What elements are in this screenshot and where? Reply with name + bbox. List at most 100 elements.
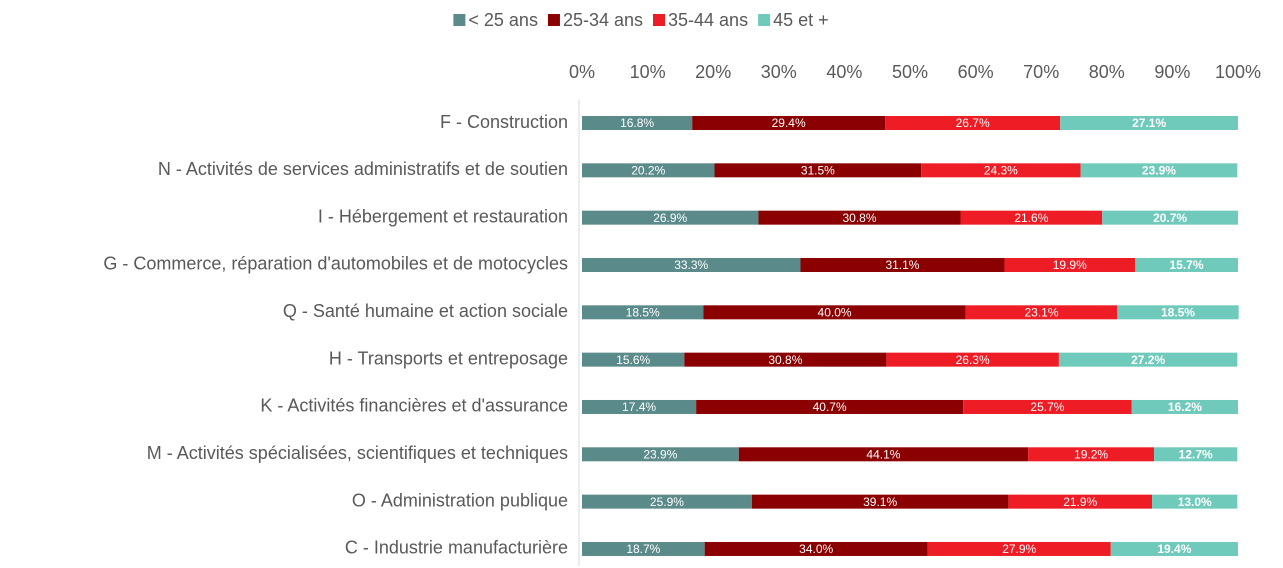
bar-segment <box>692 116 886 130</box>
data-label: 17.4% <box>622 400 656 414</box>
bar-segment <box>582 305 704 320</box>
bar-segment <box>684 352 887 367</box>
bar-segment <box>1080 163 1238 178</box>
data-label: 25.7% <box>1030 400 1064 414</box>
data-label: 25.9% <box>650 495 684 509</box>
data-label: 21.6% <box>1014 211 1048 225</box>
y-tick-label: M - Activités spécialisées, scientifique… <box>147 443 568 463</box>
x-tick-label: 100% <box>1215 62 1261 82</box>
data-label: 24.3% <box>984 164 1018 178</box>
legend-swatch <box>547 14 560 26</box>
legend-label: 45 et + <box>773 10 829 30</box>
legend-label: 35-44 ans <box>668 10 748 30</box>
bar-segment <box>582 494 752 509</box>
bar-segment <box>1154 447 1238 462</box>
legend: < 25 ans 25-34 ans 35-44 ans 45 et + <box>453 10 829 30</box>
bar-segment <box>1060 116 1238 130</box>
data-label: 23.9% <box>1142 164 1176 178</box>
bar-segment <box>960 210 1103 225</box>
bar-segment <box>1058 352 1238 367</box>
legend-swatch <box>758 14 771 26</box>
bar-segment <box>582 447 739 462</box>
x-tick-label: 10% <box>630 62 666 82</box>
x-tick-label: 40% <box>826 62 862 82</box>
data-label: 12.7% <box>1179 447 1213 461</box>
data-label: 20.7% <box>1153 211 1187 225</box>
x-tick-label: 90% <box>1154 62 1190 82</box>
x-tick-label: 30% <box>761 62 797 82</box>
bar-segment <box>1028 447 1155 462</box>
bar-segment <box>1131 399 1238 414</box>
data-label: 16.8% <box>620 116 654 130</box>
bar-segment <box>582 210 759 225</box>
data-label: 23.9% <box>643 447 677 461</box>
bar-segment <box>582 116 693 130</box>
bar-segment <box>758 210 961 225</box>
data-label: 26.3% <box>956 353 990 367</box>
data-label: 26.7% <box>956 116 990 130</box>
bar-segment <box>1135 257 1238 272</box>
bar-segment <box>751 494 1009 509</box>
x-tick-label: 80% <box>1089 62 1125 82</box>
data-label: 31.5% <box>801 164 835 178</box>
bar-segment <box>704 541 928 556</box>
data-label: 33.3% <box>674 258 708 272</box>
x-tick-label: 20% <box>695 62 731 82</box>
data-label: 18.7% <box>626 542 660 556</box>
bar-segment <box>1117 305 1239 320</box>
bar-segment <box>582 541 705 556</box>
bar-segment <box>582 163 715 178</box>
data-label: 15.6% <box>616 353 650 367</box>
bar-segment <box>738 447 1029 462</box>
bar-segment <box>927 541 1111 556</box>
bar-segment <box>1152 494 1238 509</box>
x-tick-label: 0% <box>569 62 595 82</box>
bar-segment <box>1004 257 1136 272</box>
bar-segment <box>963 399 1132 414</box>
bar-segment <box>582 352 685 367</box>
data-label: 18.5% <box>626 305 660 319</box>
bar-segment <box>965 305 1118 320</box>
legend-swatch <box>453 14 466 26</box>
data-label: 23.1% <box>1025 305 1059 319</box>
bar-segment <box>1110 541 1238 556</box>
data-label: 19.2% <box>1074 447 1108 461</box>
y-tick-label: I - Hébergement et restauration <box>318 206 568 226</box>
x-tick-label: 70% <box>1023 62 1059 82</box>
y-tick-label: C - Industrie manufacturière <box>345 538 568 558</box>
data-label: 20.2% <box>631 164 665 178</box>
data-label: 30.8% <box>768 353 802 367</box>
bar-segment <box>885 116 1061 130</box>
data-label: 30.8% <box>842 211 876 225</box>
data-label: 27.1% <box>1132 116 1166 130</box>
bar-segment <box>1102 210 1238 225</box>
bar-segment <box>921 163 1081 178</box>
y-tick-label: K - Activités financières et d'assurance <box>260 396 568 416</box>
legend-label: 25-34 ans <box>563 10 643 30</box>
data-label: 18.5% <box>1161 305 1195 319</box>
bar-segment <box>714 163 922 178</box>
y-tick-label: H - Transports et entreposage <box>329 348 568 368</box>
bar-segment <box>886 352 1059 367</box>
y-tick-label: O - Administration publique <box>352 490 568 510</box>
bar-segment <box>800 257 1005 272</box>
bar-segment <box>696 399 964 414</box>
x-tick-label: 60% <box>958 62 994 82</box>
data-label: 19.9% <box>1053 258 1087 272</box>
y-tick-label: F - Construction <box>440 112 568 132</box>
data-label: 16.2% <box>1168 400 1202 414</box>
x-tick-label: 50% <box>892 62 928 82</box>
data-label: 40.0% <box>818 305 852 319</box>
data-label: 34.0% <box>799 542 833 556</box>
bar-segment <box>1008 494 1153 509</box>
bar-segment <box>582 257 801 272</box>
y-tick-label: Q - Santé humaine et action sociale <box>283 301 568 321</box>
data-label: 19.4% <box>1157 542 1191 556</box>
data-label: 40.7% <box>813 400 847 414</box>
data-label: 27.9% <box>1002 542 1036 556</box>
data-label: 26.9% <box>653 211 687 225</box>
data-label: 21.9% <box>1063 495 1097 509</box>
data-label: 27.2% <box>1131 353 1165 367</box>
data-label: 13.0% <box>1178 495 1212 509</box>
